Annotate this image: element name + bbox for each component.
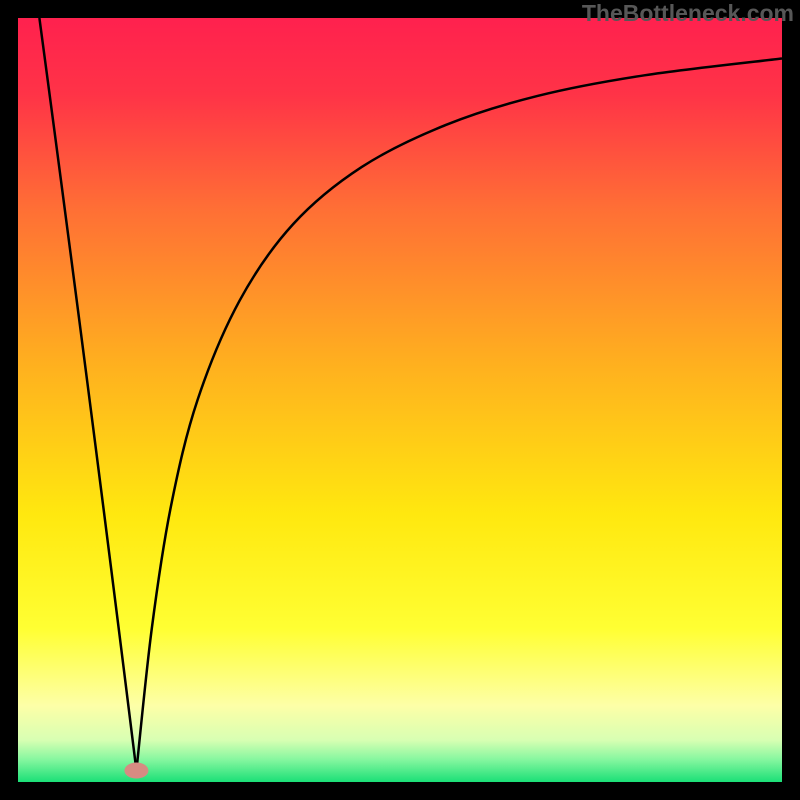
watermark-text: TheBottleneck.com — [582, 0, 794, 27]
chart-frame: TheBottleneck.com — [0, 0, 800, 800]
minimum-marker — [124, 763, 148, 779]
gradient-background — [18, 18, 782, 782]
plot-area — [18, 18, 782, 782]
bottleneck-chart — [18, 18, 782, 782]
